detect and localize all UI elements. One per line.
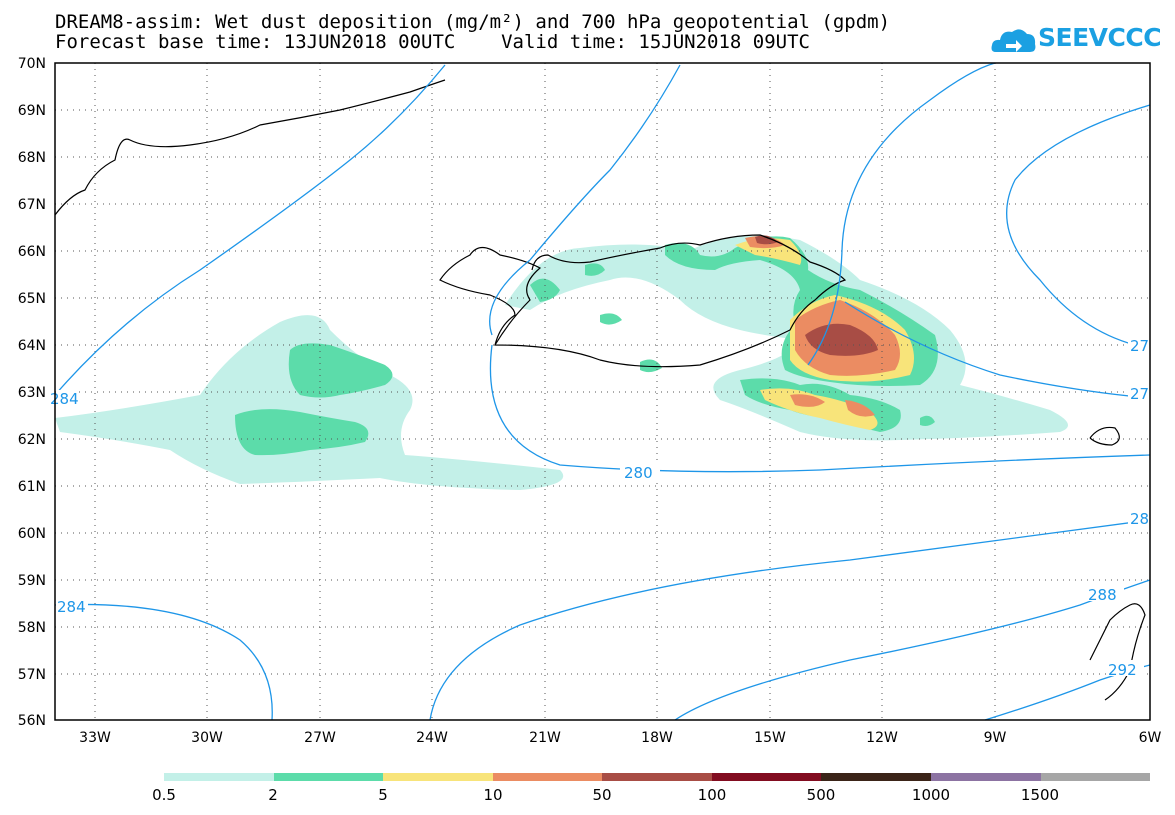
lat-label: 68N [18, 150, 46, 166]
lon-label: 27W [304, 730, 336, 746]
lat-label: 70N [18, 56, 46, 72]
geopotential-contours [54, 62, 1151, 721]
latitude-axis: 70N 69N 68N 67N 66N 65N 64N 63N 62N 61N … [18, 56, 46, 729]
legend-label: 0.5 [152, 786, 176, 804]
lat-label: 56N [18, 713, 46, 729]
legend-bin [273, 773, 384, 781]
legend-label: 10 [483, 786, 503, 804]
longitude-axis: 33W 30W 27W 24W 21W 18W 15W 12W 9W 6W [79, 730, 1161, 746]
lat-label: 58N [18, 620, 46, 636]
map-frame [54, 62, 1151, 721]
contour-label-284-west: 284 [50, 390, 79, 408]
legend-bin [930, 773, 1041, 781]
legend-bin [602, 773, 712, 781]
lat-label: 63N [18, 385, 46, 401]
lat-label: 66N [18, 244, 46, 260]
legend-label: 100 [697, 786, 727, 804]
legend-bin [821, 773, 931, 781]
map-title-line-1: DREAM8-assim: Wet dust deposition (mg/m²… [55, 11, 891, 33]
lat-label: 60N [18, 526, 46, 542]
lat-label: 69N [18, 103, 46, 119]
cloud-icon [991, 29, 1036, 52]
lon-label: 33W [79, 730, 111, 746]
legend-label: 2 [268, 786, 278, 804]
lat-label: 64N [18, 338, 46, 354]
lon-label: 15W [754, 730, 786, 746]
logo-text: SEEVCCC [1038, 23, 1162, 52]
contour-label-288: 288 [1088, 586, 1117, 604]
lon-label: 6W [1139, 730, 1162, 746]
map-title-line-2: Forecast base time: 13JUN2018 00UTC Vali… [55, 31, 810, 53]
contour-label-292: 292 [1108, 661, 1137, 679]
lon-label: 18W [641, 730, 673, 746]
lon-label: 9W [984, 730, 1007, 746]
legend-label: 50 [592, 786, 612, 804]
lat-label: 59N [18, 573, 46, 589]
map-canvas: 280 284 288 292 27 27 28 284 70N 69N 68N… [18, 56, 1162, 746]
legend-bin [1040, 773, 1151, 781]
color-legend [164, 773, 1151, 781]
legend-bin [711, 773, 822, 781]
legend-label: 500 [806, 786, 836, 804]
contour-label-27-upper: 27 [1130, 337, 1149, 355]
legend-label: 1000 [911, 786, 951, 804]
contour-label-28: 28 [1130, 510, 1149, 528]
contour-labels: 280 284 288 292 27 27 28 284 [50, 337, 1150, 679]
legend-label: 5 [378, 786, 388, 804]
dust-deposition-field [55, 235, 1068, 490]
contour-label-284: 284 [57, 598, 86, 616]
legend-label: 1500 [1020, 786, 1060, 804]
lat-label: 65N [18, 291, 46, 307]
lat-label: 57N [18, 667, 46, 683]
legend-bin [164, 773, 274, 781]
lat-label: 61N [18, 479, 46, 495]
lon-label: 12W [866, 730, 898, 746]
legend-bin [383, 773, 493, 781]
lat-label: 62N [18, 432, 46, 448]
map-grid [55, 63, 1150, 720]
contour-label-27-lower: 27 [1130, 385, 1149, 403]
lat-label: 67N [18, 197, 46, 213]
lon-label: 30W [191, 730, 223, 746]
lon-label: 24W [416, 730, 448, 746]
legend-bin [492, 773, 603, 781]
lon-label: 21W [529, 730, 561, 746]
contour-label-280: 280 [624, 464, 653, 482]
